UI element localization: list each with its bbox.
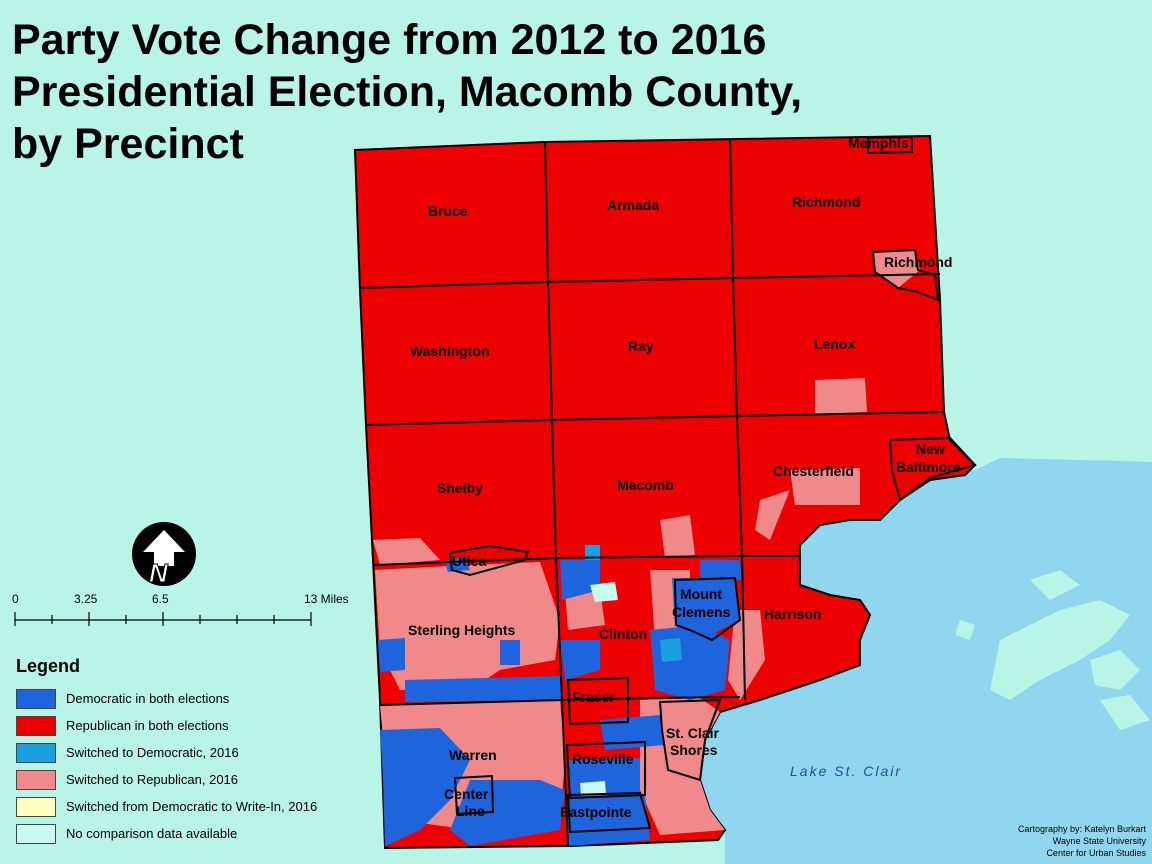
north-arrow-icon: N (132, 522, 196, 589)
label-center-line-1: Center (444, 786, 489, 802)
scale-tick-0: 0 (12, 592, 19, 606)
label-bruce: Bruce (428, 203, 468, 219)
legend: Legend Democratic in both elections Repu… (16, 656, 317, 847)
legend-label: Switched to Republican, 2016 (66, 772, 239, 787)
label-eastpointe: Eastpointe (560, 804, 632, 820)
lake-st-clair (700, 458, 1152, 864)
legend-heading: Legend (16, 656, 81, 676)
label-washington: Washington (410, 343, 490, 359)
label-chesterfield: Chesterfield (773, 463, 854, 479)
legend-label: Democratic in both elections (66, 691, 230, 706)
label-clinton: Clinton (599, 626, 647, 642)
label-st-clair-shores-2: Shores (670, 742, 718, 758)
label-lenox: Lenox (814, 336, 855, 352)
legend-item: Switched from Democratic to Write-In, 20… (16, 793, 317, 820)
scale-tick-3: 13 Miles (304, 592, 349, 606)
label-warren: Warren (449, 747, 497, 763)
lake-islands (955, 570, 1150, 730)
legend-swatch-switched-dem (16, 742, 56, 763)
label-st-clair-shores-1: St. Clair (666, 725, 719, 741)
legend-swatch-no-data (16, 823, 56, 844)
label-shelby: Shelby (437, 480, 483, 496)
label-harrison: Harrison (764, 606, 822, 622)
legend-swatch-dem-to-writein (16, 796, 56, 817)
label-ray: Ray (628, 338, 654, 354)
label-new-baltimore-1: New (916, 441, 945, 457)
label-lake-st-clair: Lake St. Clair (790, 763, 902, 779)
legend-item: No comparison data available (16, 820, 317, 847)
credit-line-3: Center for Urban Studies (1046, 848, 1146, 858)
legend-label: Republican in both elections (66, 718, 229, 733)
city-outlines (448, 135, 977, 834)
legend-swatch-switched-rep (16, 769, 56, 790)
legend-label: Switched from Democratic to Write-In, 20… (66, 799, 318, 814)
legend-item: Switched to Republican, 2016 (16, 766, 317, 793)
label-richmond-twp: Richmond (792, 194, 860, 210)
north-arrow-letter: N (149, 558, 169, 588)
scale-tick-2: 6.5 (152, 592, 169, 606)
township-boundaries (359, 137, 945, 847)
legend-item: Switched to Democratic, 2016 (16, 739, 317, 766)
legend-item: Republican in both elections (16, 712, 317, 739)
label-roseville: Roseville (572, 751, 634, 767)
label-armada: Armada (607, 197, 659, 213)
legend-item: Democratic in both elections (16, 685, 317, 712)
place-labels: Bruce Armada Richmond Memphis Richmond W… (408, 135, 961, 820)
legend-swatch-dem-both (16, 688, 56, 709)
credits: Cartography by: Katelyn Burkart Wayne St… (1018, 823, 1146, 859)
label-mount-clemens-1: Mount (680, 586, 722, 602)
credit-line-2: Wayne State University (1052, 836, 1146, 846)
label-fraser: Fraser (572, 689, 615, 705)
switched-dem-precincts (585, 545, 682, 662)
label-memphis: Memphis (848, 135, 909, 151)
title-line-1: Party Vote Change from 2012 to 2016 (12, 16, 767, 64)
label-richmond-city: Richmond (884, 254, 952, 270)
label-mount-clemens-2: Clemens (672, 604, 731, 620)
credit-line-1: Cartography by: Katelyn Burkart (1017, 824, 1146, 834)
label-center-line-2: Line (456, 803, 485, 819)
title-line-3: by Precinct (12, 120, 244, 168)
legend-label: Switched to Democratic, 2016 (66, 745, 239, 760)
title-line-2: Presidential Election, Macomb County, (12, 68, 803, 116)
label-new-baltimore-2: Baltimore (896, 459, 961, 475)
scale-bar: 0 3.25 6.5 13 Miles (8, 592, 368, 632)
scale-bar-graphic (14, 612, 312, 626)
label-macomb: Macomb (617, 477, 674, 493)
scale-tick-1: 3.25 (74, 592, 98, 606)
label-sterling-heights: Sterling Heights (408, 622, 516, 638)
map-title: Party Vote Change from 2012 to 2016 Pres… (12, 14, 802, 170)
no-data-precincts (580, 582, 618, 796)
label-utica: Utica (452, 553, 486, 569)
legend-swatch-rep-both (16, 715, 56, 736)
legend-label: No comparison data available (66, 826, 238, 841)
